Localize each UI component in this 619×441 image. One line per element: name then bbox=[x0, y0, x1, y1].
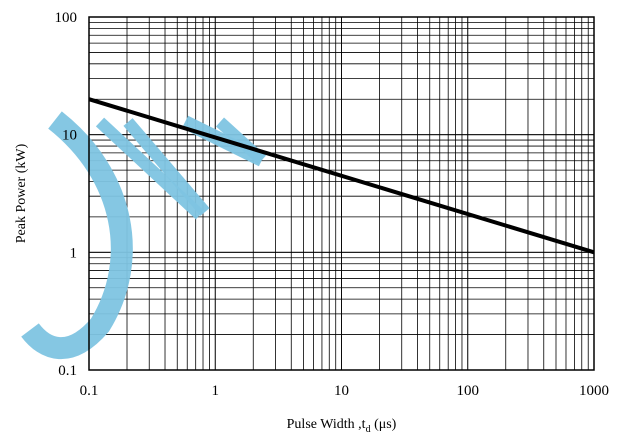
x-tick-label: 100 bbox=[457, 383, 480, 399]
x-tick-label: 0.1 bbox=[80, 383, 99, 399]
watermark-stroke bbox=[95, 117, 205, 220]
x-tick-label: 10 bbox=[334, 383, 349, 399]
watermark-stroke bbox=[21, 111, 133, 360]
y-tick-labels: 0.1 1 10 100 bbox=[55, 10, 78, 379]
x-axis-label-main: Pulse Width ,t bbox=[287, 417, 366, 432]
x-tick-label: 1 bbox=[212, 383, 220, 399]
x-tick-label: 1000 bbox=[579, 383, 609, 399]
watermark-logo bbox=[21, 111, 267, 360]
x-axis-label: Pulse Width ,td (μs) bbox=[287, 417, 397, 435]
series-line bbox=[88, 97, 595, 255]
x-axis-label-unit: (μs) bbox=[371, 417, 397, 432]
y-tick-label: 0.1 bbox=[58, 363, 77, 379]
y-tick-label: 1 bbox=[70, 245, 78, 261]
y-tick-label: 100 bbox=[55, 10, 78, 26]
x-tick-labels: 0.1 1 10 100 1000 bbox=[80, 383, 609, 399]
y-tick-label: 10 bbox=[62, 128, 77, 144]
x-axis-label-subscript: d bbox=[366, 424, 371, 435]
y-axis-label: Peak Power (kW) bbox=[14, 143, 29, 243]
series-layer bbox=[88, 97, 595, 255]
plot-frame bbox=[88, 16, 595, 371]
grid bbox=[88, 16, 595, 371]
watermark-stroke bbox=[123, 118, 210, 216]
watermark-stroke bbox=[215, 117, 267, 165]
